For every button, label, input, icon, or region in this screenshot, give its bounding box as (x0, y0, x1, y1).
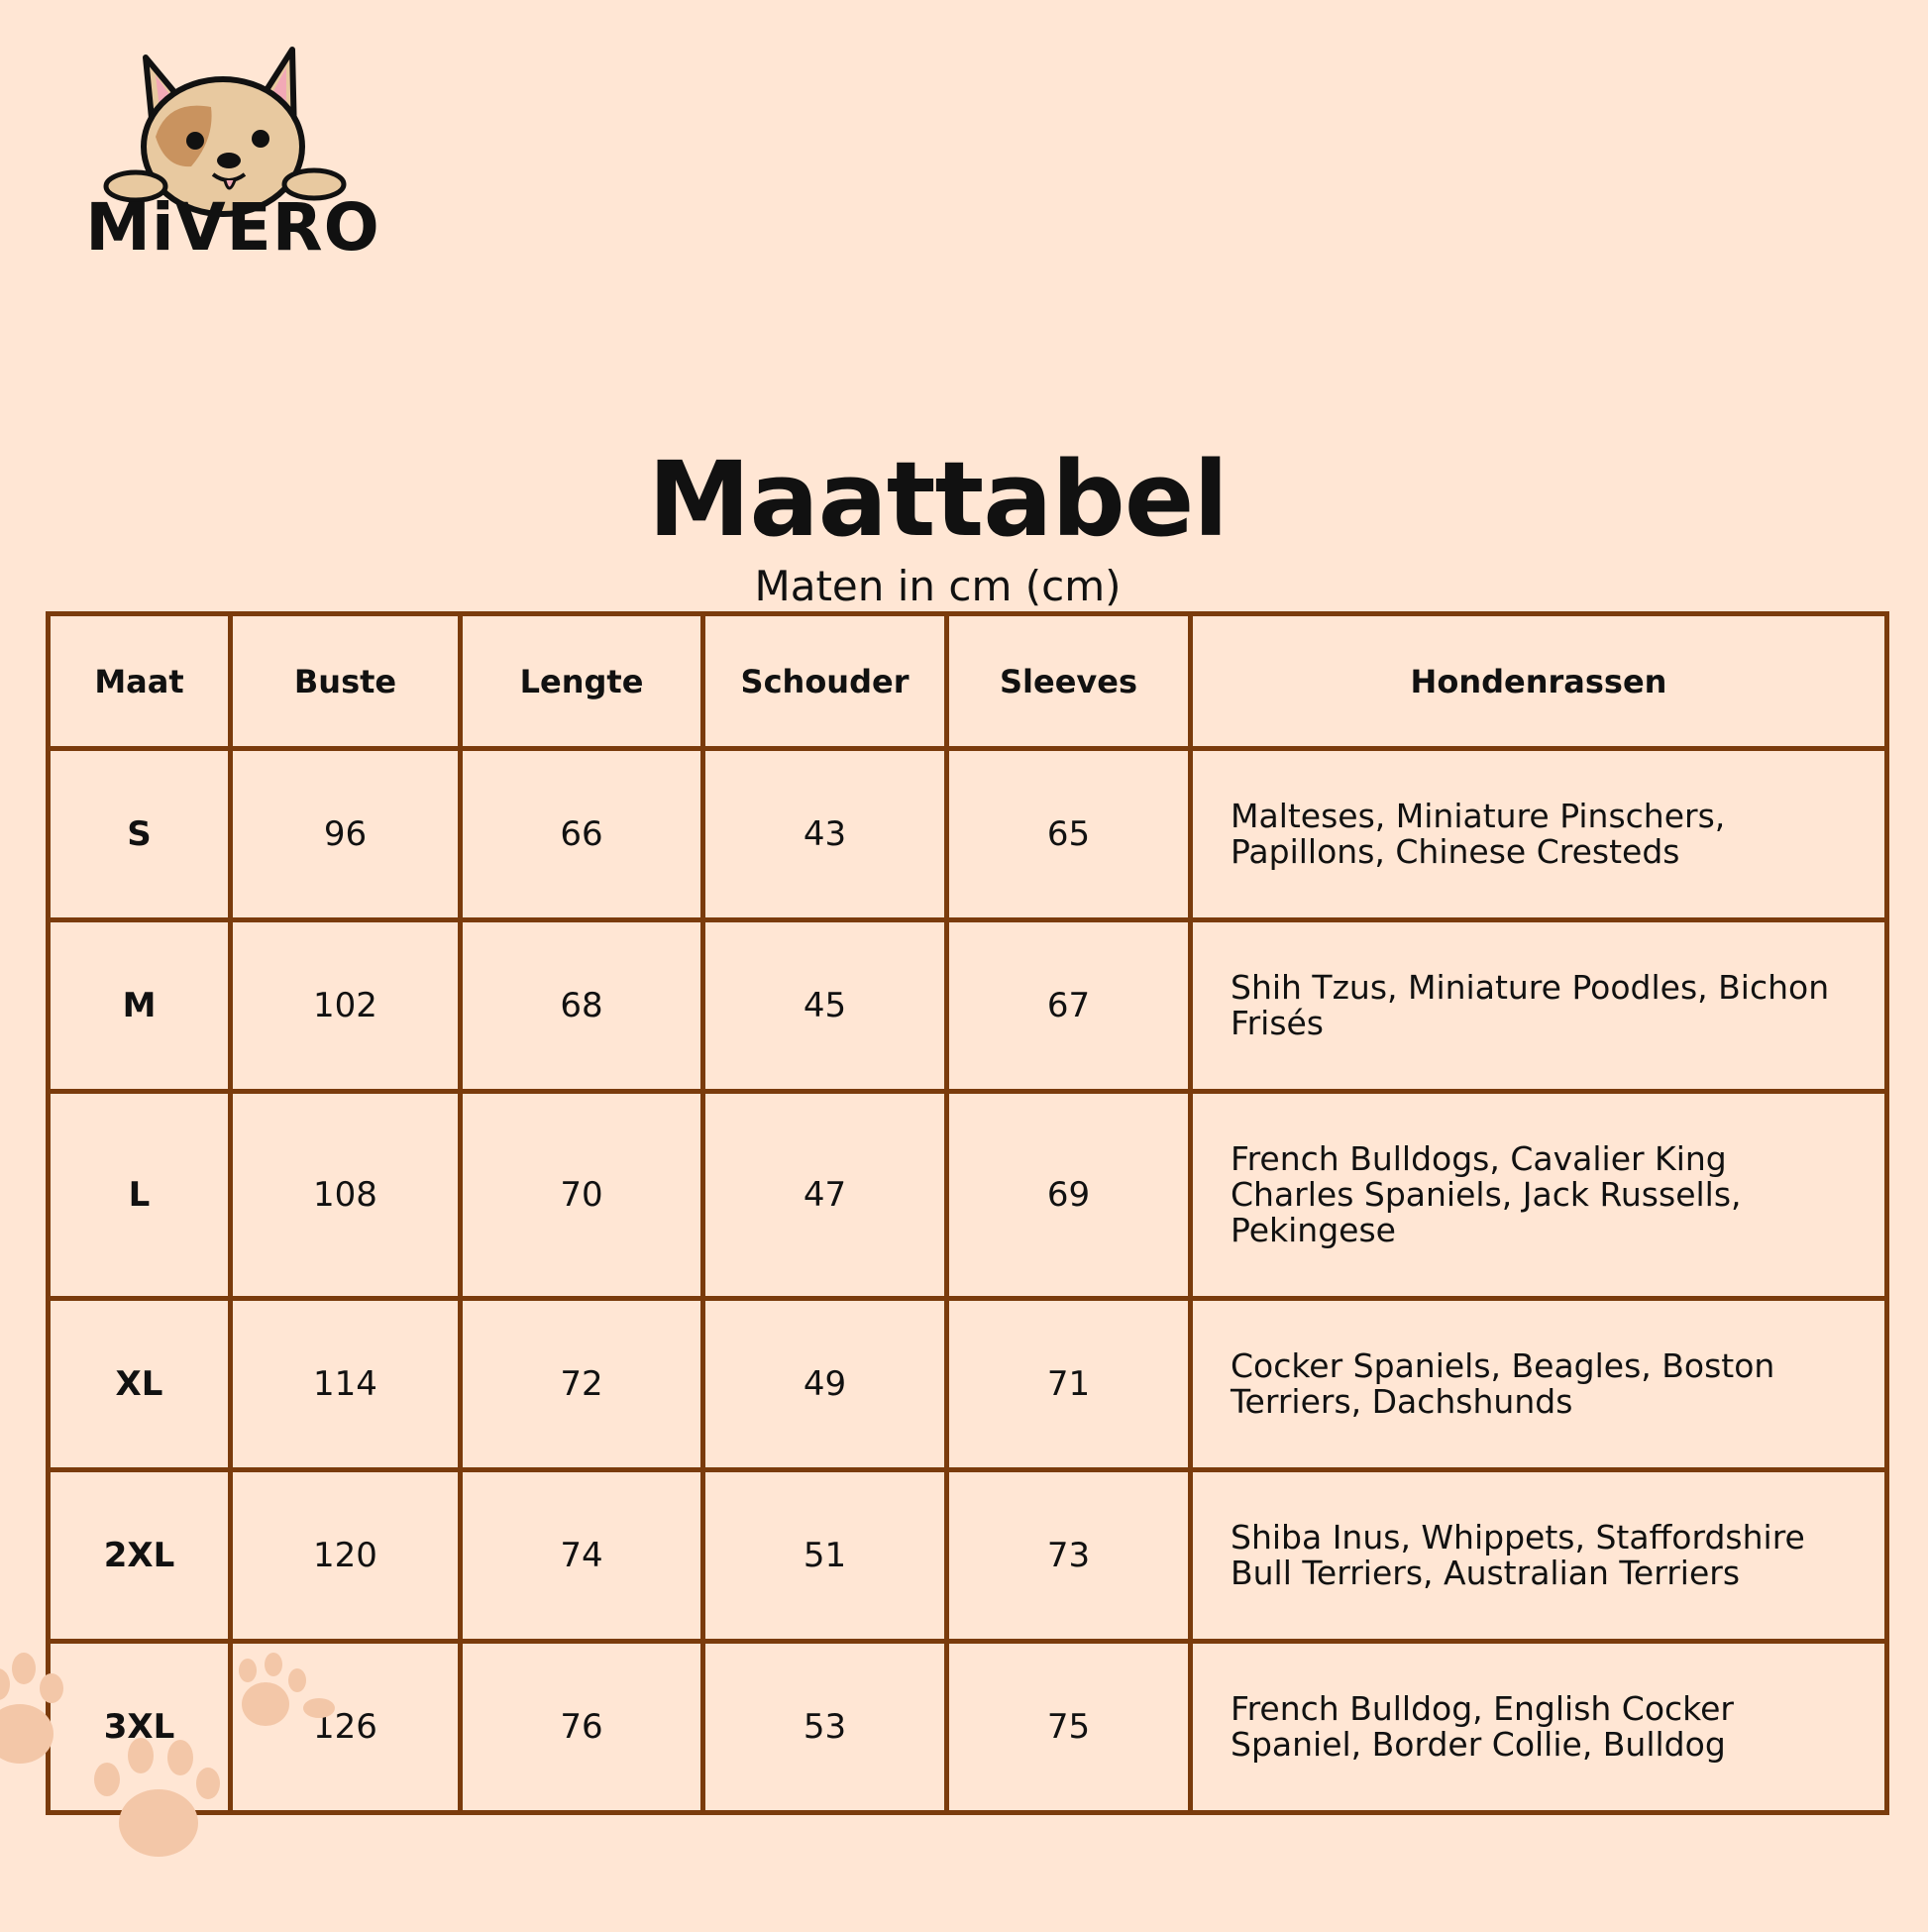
header-schouder: Schouder (700, 611, 949, 751)
cell-hondenrassen: Shiba Inus, Whippets, Staffordshire Bull… (1188, 1467, 1889, 1644)
cell-lengte: 76 (458, 1639, 705, 1815)
cell-schouder: 49 (700, 1296, 949, 1472)
cell-sleeves: 69 (944, 1089, 1193, 1301)
cell-maat: 3XL (46, 1639, 233, 1815)
header-lengte: Lengte (458, 611, 705, 751)
table-row: 3XL 126 76 53 75 French Bulldog, English… (46, 1639, 1889, 1815)
heading: Maattabel Maten in cm (cm) (0, 444, 1875, 612)
cell-hondenrassen: Malteses, Miniature Pinschers, Papillons… (1188, 746, 1889, 922)
cell-buste: 120 (228, 1467, 463, 1644)
table-row: M 102 68 45 67 Shih Tzus, Miniature Pood… (46, 917, 1889, 1094)
dog-mascot-icon: MiVERO (85, 47, 379, 266)
paw-print-decoration (0, 1585, 396, 1928)
cell-hondenrassen: French Bulldog, English Cocker Spaniel, … (1188, 1639, 1889, 1815)
cell-buste: 108 (228, 1089, 463, 1301)
cell-maat: M (46, 917, 233, 1094)
cell-buste: 114 (228, 1296, 463, 1472)
brand-logo: MiVERO (84, 30, 381, 268)
page-subtitle: Maten in cm (cm) (754, 562, 1122, 610)
paw-print-icon (0, 1653, 335, 1857)
cell-lengte: 68 (458, 917, 705, 1094)
cell-schouder: 43 (700, 746, 949, 922)
cell-hondenrassen: Shih Tzus, Miniature Poodles, Bichon Fri… (1188, 917, 1889, 1094)
cell-hondenrassen: Cocker Spaniels, Beagles, Boston Terrier… (1188, 1296, 1889, 1472)
header-maat: Maat (46, 611, 233, 751)
page-title: Maattabel (647, 439, 1229, 560)
cell-lengte: 74 (458, 1467, 705, 1644)
cell-schouder: 53 (700, 1639, 949, 1815)
cell-sleeves: 65 (944, 746, 1193, 922)
table-row: S 96 66 43 65 Malteses, Miniature Pinsch… (46, 746, 1889, 922)
cell-schouder: 51 (700, 1467, 949, 1644)
header-hondenrassen: Hondenrassen (1188, 611, 1889, 751)
cell-buste: 102 (228, 917, 463, 1094)
cell-sleeves: 75 (944, 1639, 1193, 1815)
cell-sleeves: 71 (944, 1296, 1193, 1472)
cell-maat: XL (46, 1296, 233, 1472)
header-sleeves: Sleeves (944, 611, 1193, 751)
cell-lengte: 66 (458, 746, 705, 922)
size-table: Maat Buste Lengte Schouder Sleeves Honde… (46, 611, 1889, 1815)
cell-sleeves: 73 (944, 1467, 1193, 1644)
cell-schouder: 45 (700, 917, 949, 1094)
table-header-row: Maat Buste Lengte Schouder Sleeves Honde… (46, 611, 1889, 751)
table-row: 2XL 120 74 51 73 Shiba Inus, Whippets, S… (46, 1467, 1889, 1644)
logo-wordmark: MiVERO (85, 189, 379, 266)
cell-maat: L (46, 1089, 233, 1301)
cell-lengte: 72 (458, 1296, 705, 1472)
cell-lengte: 70 (458, 1089, 705, 1301)
table-row: L 108 70 47 69 French Bulldogs, Cavalier… (46, 1089, 1889, 1301)
cell-buste: 96 (228, 746, 463, 922)
table-row: XL 114 72 49 71 Cocker Spaniels, Beagles… (46, 1296, 1889, 1472)
cell-maat: S (46, 746, 233, 922)
cell-maat: 2XL (46, 1467, 233, 1644)
cell-hondenrassen: French Bulldogs, Cavalier King Charles S… (1188, 1089, 1889, 1301)
header-buste: Buste (228, 611, 463, 751)
cell-sleeves: 67 (944, 917, 1193, 1094)
cell-schouder: 47 (700, 1089, 949, 1301)
